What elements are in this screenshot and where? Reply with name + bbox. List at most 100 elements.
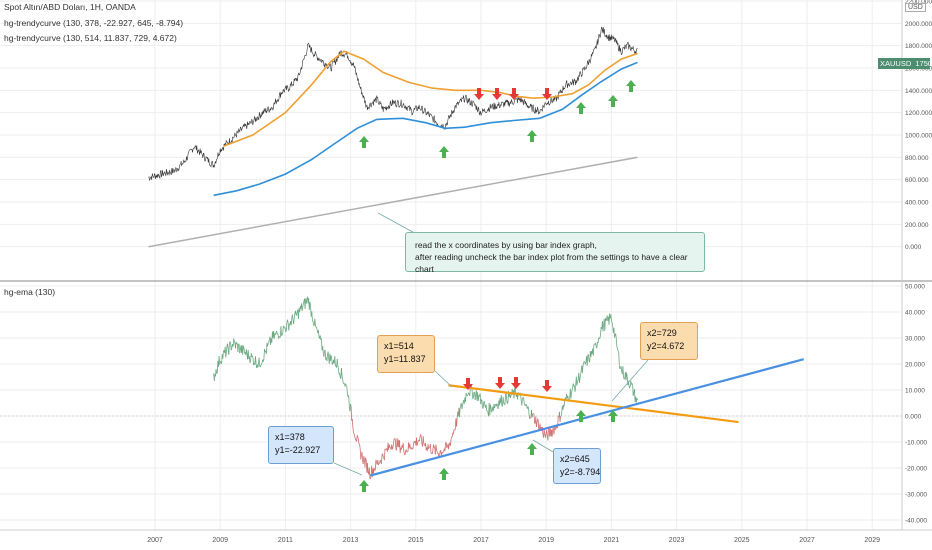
ema-segment (444, 442, 446, 452)
ema-segment (278, 337, 280, 339)
ema-segment (353, 433, 356, 437)
ema-segment (363, 456, 365, 459)
ema-segment (275, 332, 277, 335)
ema-segment (482, 402, 485, 409)
osc-tick-label: -30.000 (905, 492, 927, 499)
ticker-symbol: XAUUSD (880, 59, 912, 68)
ema-segment (374, 459, 377, 471)
callout-x2-645[interactable]: x2=645 y2=-8.794 (553, 448, 601, 484)
ema-segment (285, 330, 287, 333)
ema-segment (477, 395, 480, 402)
ema-segment (510, 394, 512, 396)
ema-segment (238, 343, 240, 345)
ema-segment (225, 351, 227, 358)
ema-segment (596, 341, 598, 348)
ema-segment (586, 355, 589, 366)
ema-segment (358, 438, 360, 445)
x-tick-label: 2009 (212, 537, 228, 544)
ema-segment (576, 381, 578, 386)
ema-segment (262, 358, 265, 362)
ema-segment (562, 404, 564, 410)
ema-segment (490, 404, 492, 408)
ema-segment (420, 434, 422, 438)
instruction-note[interactable]: read the x coordinates by using bar inde… (405, 232, 705, 274)
x-tick-label: 2015 (408, 537, 424, 544)
axis-labels: 2007 2009 2011 2013 2015 2017 2019 2021 2023 2025… (147, 0, 932, 544)
arrow-down-icon (509, 88, 519, 100)
ema-segment (238, 344, 241, 354)
ema-segment (420, 437, 423, 444)
currency-badge[interactable]: USD (905, 3, 926, 12)
ticker-price: 1750.690 (915, 59, 930, 68)
ema-segment (588, 354, 590, 361)
ema-segment (260, 364, 262, 366)
indicator-legend-2[interactable]: hg-trendycurve (130, 514, 11.837, 729, 4… (4, 33, 177, 43)
ema-segment (406, 451, 408, 453)
ema-segment (318, 330, 320, 338)
ema-segment (242, 345, 244, 355)
blue-trendline (369, 358, 805, 477)
ema-segment (252, 357, 254, 366)
ema-segment (237, 343, 239, 353)
ema-segment (486, 410, 489, 413)
ema-segment (412, 443, 414, 450)
ema-segment (570, 392, 572, 399)
ema-segment (215, 368, 218, 374)
ema-segment (422, 436, 425, 444)
ema-segment (293, 313, 296, 319)
arrow-up-icon (439, 468, 449, 480)
ema-segment (288, 323, 290, 331)
price-tick-label: 200.000 (905, 222, 929, 229)
arrow-down-icon (474, 88, 484, 100)
ema-segment (453, 429, 455, 431)
ema-segment (356, 435, 359, 438)
ema-segment (419, 436, 421, 442)
ema-segment (450, 439, 452, 446)
ema-segment (247, 349, 250, 360)
osc-tick-label: 40.000 (905, 310, 925, 317)
ema-segment (473, 391, 475, 393)
ema-segment (361, 451, 363, 462)
arrow-up-icon (576, 410, 586, 422)
ema-segment (298, 308, 300, 319)
osc-tick-label: 50.000 (905, 284, 925, 291)
ema-segment (468, 392, 470, 395)
callout-x2-729[interactable]: x2=729 y2=4.672 (640, 322, 698, 360)
callout-x1-514[interactable]: x1=514 y1=11.837 (377, 335, 435, 373)
price-tick-label: 800.000 (905, 155, 929, 162)
price-tick-label: 1600.000 (905, 66, 932, 73)
ema-segment (430, 444, 432, 454)
ema-segment (577, 380, 579, 382)
ema-segment (461, 406, 463, 410)
ema-segment (388, 444, 391, 448)
ema-segment (285, 322, 288, 331)
ema-segment (249, 361, 251, 364)
callout-x1-378[interactable]: x1=378 y1=-22.927 (268, 426, 334, 464)
ema-segment (219, 361, 221, 365)
ema-segment (229, 341, 231, 344)
ema-segment (233, 341, 236, 343)
ema-segment (631, 383, 633, 385)
ema-segment (614, 335, 616, 338)
arrow-up-icon (626, 80, 636, 92)
callout-label: x2=729 (647, 328, 677, 338)
price-tick-label: 600.000 (905, 177, 929, 184)
ema-segment (598, 337, 600, 339)
ema-segment (481, 399, 483, 408)
ema-segment (543, 430, 546, 434)
ema-segment (394, 438, 396, 440)
indicator-legend-1[interactable]: hg-trendycurve (130, 378, -22.927, 645, … (4, 18, 184, 28)
oscillator-legend[interactable]: hg-ema (130) (4, 287, 56, 297)
callout-connector (333, 462, 363, 476)
ema-segment (334, 356, 336, 367)
price-tick-label: 1200.000 (905, 110, 932, 117)
ema-segment (523, 403, 526, 406)
ema-segment (239, 350, 241, 354)
signal-arrows (359, 80, 636, 492)
ema-segment (471, 391, 474, 399)
ema-segment (359, 444, 361, 450)
osc-tick-label: 20.000 (905, 362, 925, 369)
ema-segment (282, 325, 284, 334)
arrow-up-icon (608, 95, 618, 107)
arrow-up-icon (527, 443, 537, 455)
